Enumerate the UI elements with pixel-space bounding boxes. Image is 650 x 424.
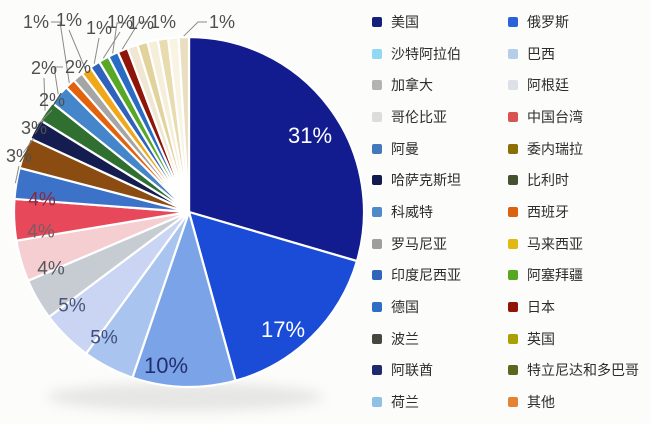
legend-item[interactable]: 其他	[508, 386, 646, 418]
pie-slice[interactable]	[187, 210, 359, 382]
label-leader-line	[43, 77, 46, 111]
legend-label: 科威特	[391, 203, 433, 220]
legend-item[interactable]: 特立尼达和多巴哥	[508, 355, 646, 387]
legend-swatch	[508, 397, 518, 408]
legend-swatch	[372, 48, 382, 59]
label-leader-line	[112, 22, 126, 54]
legend-swatch	[372, 143, 382, 154]
legend-item[interactable]: 日本	[508, 291, 646, 323]
legend-label: 德国	[391, 299, 419, 316]
legend-swatch	[508, 111, 518, 122]
legend-label: 阿联酋	[391, 362, 433, 379]
legend-label: 阿根廷	[527, 77, 569, 94]
legend-swatch	[372, 397, 382, 408]
legend-label: 特立尼达和多巴哥	[527, 362, 639, 379]
legend-label: 日本	[527, 299, 555, 316]
legend-label: 加拿大	[391, 77, 433, 94]
legend-column-left: 美国沙特阿拉伯加拿大哥伦比亚阿曼哈萨克斯坦科威特罗马尼亚印度尼西亚德国波兰阿联酋…	[372, 6, 502, 418]
legend-label: 荷兰	[391, 394, 419, 411]
legend-item[interactable]: 马来西亚	[508, 228, 646, 260]
legend-item[interactable]: 巴西	[508, 38, 646, 70]
legend-swatch	[508, 48, 518, 59]
legend-swatch	[372, 333, 382, 344]
legend-item[interactable]: 哈萨克斯坦	[372, 164, 502, 196]
legend-item[interactable]: 印度尼西亚	[372, 260, 502, 292]
legend-label: 罗马尼亚	[391, 235, 447, 252]
legend-item[interactable]: 德国	[372, 291, 502, 323]
legend-swatch	[508, 238, 518, 249]
legend-item[interactable]: 阿塞拜疆	[508, 260, 646, 292]
legend-swatch	[372, 302, 382, 313]
legend-swatch	[508, 16, 518, 27]
legend-label: 印度尼西亚	[391, 267, 461, 284]
label-leader-line	[51, 21, 70, 84]
legend-label: 阿塞拜疆	[527, 267, 583, 284]
legend-item[interactable]: 荷兰	[372, 386, 502, 418]
legend-item[interactable]: 英国	[508, 323, 646, 355]
legend-label: 西班牙	[527, 203, 569, 220]
legend-item[interactable]: 波兰	[372, 323, 502, 355]
legend-swatch	[372, 80, 382, 91]
legend-label: 中国台湾	[527, 108, 583, 125]
pie-slice[interactable]	[187, 35, 366, 263]
legend-item[interactable]: 哥伦比亚	[372, 101, 502, 133]
pie-slice[interactable]	[177, 35, 191, 214]
legend-item[interactable]: 阿根廷	[508, 69, 646, 101]
pie-slice[interactable]	[131, 210, 237, 389]
legend-swatch	[508, 143, 518, 154]
legend-label: 巴西	[527, 45, 555, 62]
legend-label: 哈萨克斯坦	[391, 172, 461, 189]
legend-label: 委内瑞拉	[527, 140, 583, 157]
legend-swatch	[372, 206, 382, 217]
legend-swatch	[508, 333, 518, 344]
legend-swatch	[372, 16, 382, 27]
legend-item[interactable]: 沙特阿拉伯	[372, 38, 502, 70]
label-leader-line	[68, 29, 87, 70]
legend-swatch	[372, 111, 382, 122]
legend-swatch	[372, 238, 382, 249]
legend-swatch	[508, 206, 518, 217]
label-leader-line	[121, 21, 148, 50]
legend-item[interactable]: 加拿大	[372, 69, 502, 101]
legend-swatch	[508, 270, 518, 281]
legend-swatch	[508, 80, 518, 91]
legend-swatch	[508, 302, 518, 313]
legend-label: 马来西亚	[527, 235, 583, 252]
legend-label: 其他	[527, 394, 555, 411]
legend-label: 美国	[391, 13, 419, 30]
legend-item[interactable]: 西班牙	[508, 196, 646, 228]
label-leader-line	[183, 21, 207, 37]
legend-label: 俄罗斯	[527, 13, 569, 30]
label-leader-line	[102, 31, 121, 59]
legend-swatch	[508, 365, 518, 376]
legend-item[interactable]: 科威特	[372, 196, 502, 228]
label-leader-line	[22, 137, 35, 153]
legend-label: 英国	[527, 330, 555, 347]
legend-item[interactable]: 美国	[372, 6, 502, 38]
legend-swatch	[372, 175, 382, 186]
legend-item[interactable]: 比利时	[508, 164, 646, 196]
legend-item[interactable]: 阿曼	[372, 133, 502, 165]
legend-item[interactable]: 委内瑞拉	[508, 133, 646, 165]
legend-label: 阿曼	[391, 140, 419, 157]
legend-item[interactable]: 俄罗斯	[508, 6, 646, 38]
legend-swatch	[372, 365, 382, 376]
legend-item[interactable]: 罗马尼亚	[372, 228, 502, 260]
legend-item[interactable]: 中国台湾	[508, 101, 646, 133]
pie-shadow	[47, 383, 323, 411]
legend-label: 比利时	[527, 172, 569, 189]
legend-swatch	[372, 270, 382, 281]
legend-label: 波兰	[391, 330, 419, 347]
label-leader-line	[33, 109, 53, 129]
label-leader-line	[14, 165, 20, 184]
legend-item[interactable]: 阿联酋	[372, 355, 502, 387]
label-leader-line	[53, 66, 63, 95]
legend-label: 沙特阿拉伯	[391, 45, 461, 62]
legend-column-right: 俄罗斯巴西阿根廷中国台湾委内瑞拉比利时西班牙马来西亚阿塞拜疆日本英国特立尼达和多…	[508, 6, 646, 418]
label-leader-line	[93, 37, 100, 64]
legend-label: 哥伦比亚	[391, 108, 447, 125]
legend-swatch	[508, 175, 518, 186]
